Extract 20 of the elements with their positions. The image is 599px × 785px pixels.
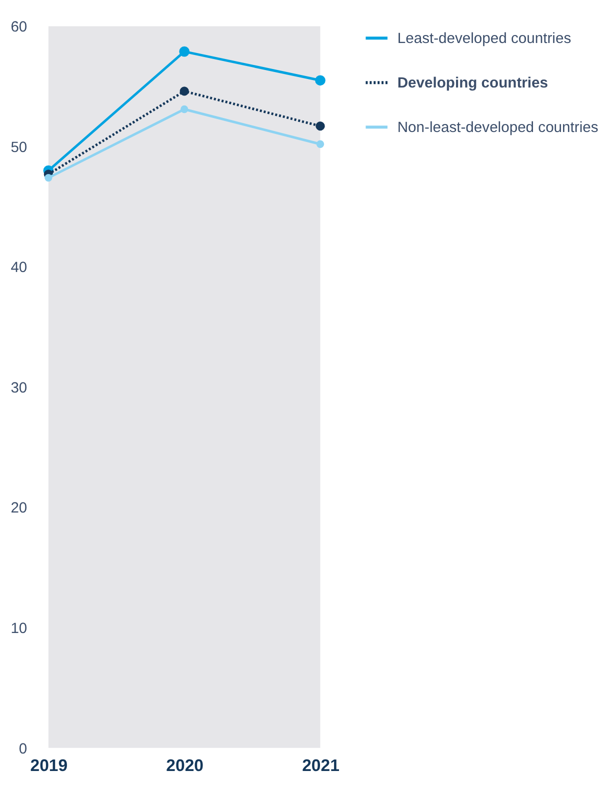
point: [180, 105, 188, 114]
y-tick-label: 60: [10, 20, 28, 36]
y-tick-label: 10: [10, 621, 28, 638]
y-tick-label: 20: [10, 500, 28, 517]
y-tick-label: 50: [10, 140, 28, 156]
x-tick-label: 2019: [30, 756, 68, 776]
x-tick-label: 2020: [166, 756, 204, 776]
y-tick-label: 30: [10, 380, 28, 396]
legend-label: Developing countries: [397, 76, 548, 92]
point: [44, 174, 52, 182]
point: [179, 46, 190, 57]
point: [316, 122, 325, 131]
legend-label: Non-least-developed countries: [397, 120, 598, 136]
x-tick-label: 2021: [302, 756, 340, 776]
y-tick-label: 0: [18, 741, 28, 758]
point: [180, 86, 189, 96]
legend-label: Least-developed countries: [397, 31, 572, 48]
y-tick-label: 40: [10, 260, 28, 276]
point: [316, 140, 324, 148]
point: [315, 75, 326, 86]
